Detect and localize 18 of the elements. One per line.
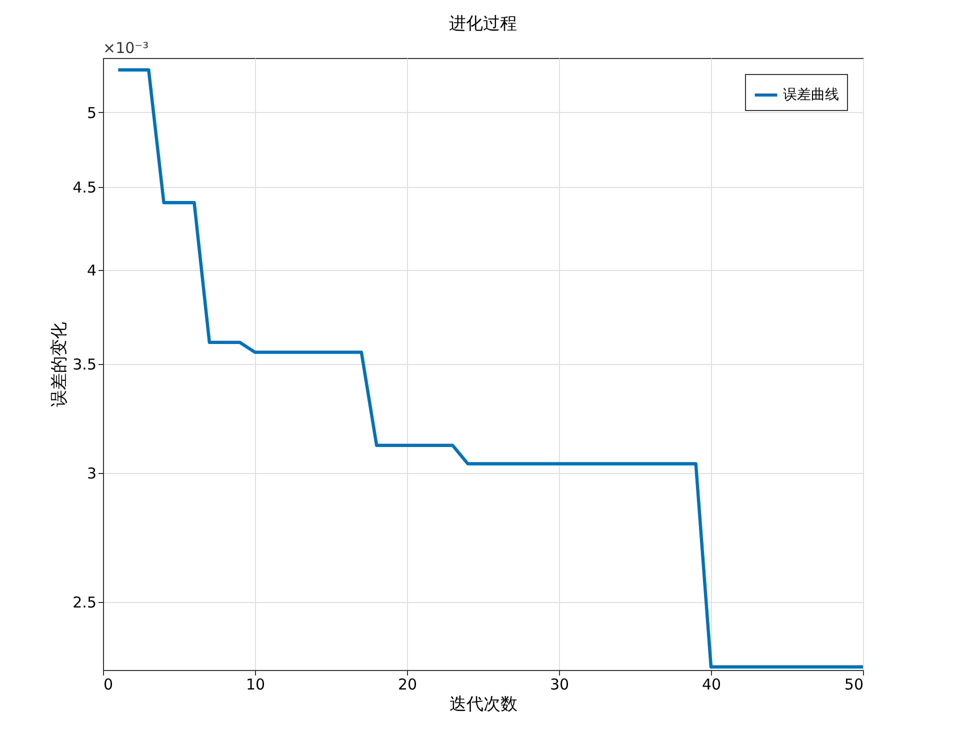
x-axis-title: 迭代次数 (450, 694, 518, 714)
x-tick-label: 20 (398, 676, 418, 694)
y-tick-label: 3 (86, 464, 96, 483)
y-tick-label: 4 (86, 261, 96, 280)
y-tick-label: 5 (86, 104, 96, 122)
x-tick-label: 0 (104, 676, 114, 694)
y-tick-label: 3.5 (72, 356, 96, 374)
x-tick-label: 30 (550, 676, 570, 694)
line-series (116, 68, 863, 668)
x-tick-label: 10 (246, 676, 266, 694)
chart-title: 进化过程 (449, 14, 517, 34)
y-tick-label: 4.5 (72, 178, 96, 196)
y-axis-title: 误差的变化 (50, 322, 70, 407)
y-tick-label: 2.5 (72, 593, 96, 612)
x-tick-label: 40 (702, 676, 722, 694)
legend-label: 误差曲线 (783, 87, 839, 103)
x-tick-label: 50 (844, 676, 864, 694)
text: ×10⁻³ (103, 39, 149, 57)
